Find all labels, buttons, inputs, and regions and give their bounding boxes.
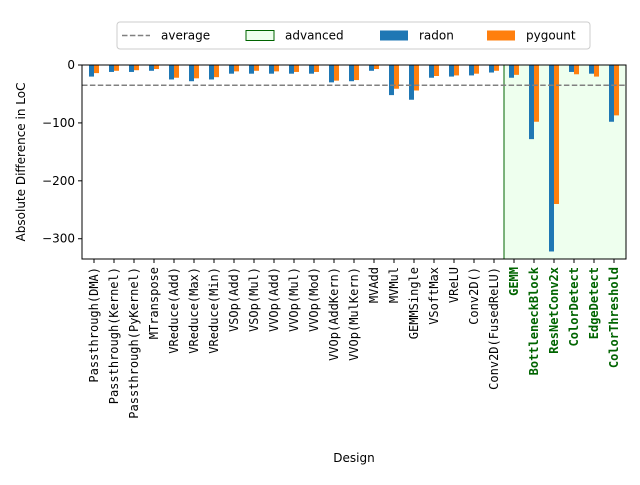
pygount-bar-23 [554, 65, 559, 204]
advanced-region [503, 64, 627, 260]
x-tick-label-24: ColorDetect [567, 267, 581, 346]
pygount-bar-9 [274, 65, 279, 72]
legend-average-label: average [161, 29, 210, 43]
legend-advanced-swatch [245, 30, 275, 41]
radon-bar-10 [289, 65, 294, 74]
x-tick-label-8: VSOp(Mul) [247, 267, 261, 332]
x-tick-label-0: Passthrough(DMA) [87, 267, 101, 383]
y-axis-label: Absolute Difference in LoC [14, 83, 28, 242]
radon-bar-24 [569, 65, 574, 72]
pygount-bar-18 [454, 65, 459, 76]
x-tick-label-6: VReduce(Min) [207, 267, 221, 354]
pygount-bar-2 [134, 65, 139, 71]
y-tick-label-0: 0 [67, 58, 75, 72]
x-tick-label-7: VSOp(Add) [227, 267, 241, 332]
legend-box [116, 21, 591, 50]
x-axis-label: Design [333, 451, 374, 465]
legend-radon-swatch [380, 30, 408, 41]
radon-bar-6 [209, 65, 214, 80]
pygount-bar-0 [94, 65, 99, 74]
legend-advanced-label: advanced [285, 29, 344, 43]
x-tick-label-10: VVOp(Mul) [287, 267, 301, 332]
radon-bar-18 [449, 65, 454, 77]
pygount-bar-20 [494, 65, 499, 71]
x-tick-label-13: VVOp(MulKern) [347, 267, 361, 361]
radon-bar-11 [309, 65, 314, 74]
pygount-bar-10 [294, 65, 299, 72]
x-tick-label-1: Passthrough(Kernel) [107, 267, 121, 404]
pygount-bar-4 [174, 65, 179, 78]
pygount-bar-3 [154, 65, 159, 70]
x-tick-label-12: VVOp(AddKern) [327, 267, 341, 361]
radon-bar-8 [249, 65, 254, 74]
pygount-bar-17 [434, 65, 439, 77]
pygount-bar-26 [614, 65, 619, 116]
pygount-bar-11 [314, 65, 319, 72]
radon-bar-2 [129, 65, 134, 72]
legend-pygount-swatch [487, 30, 515, 41]
radon-bar-23 [549, 65, 554, 252]
y-tick-label-1: −100 [42, 116, 75, 130]
x-tick-label-17: VSoftMax [427, 267, 441, 325]
radon-bar-17 [429, 65, 434, 78]
x-tick-label-23: ResNetConv2x [547, 267, 561, 354]
legend-radon-label: radon [419, 29, 454, 43]
pygount-bar-14 [374, 65, 379, 70]
radon-bar-14 [369, 65, 374, 71]
pygount-bar-7 [234, 65, 239, 72]
radon-bar-26 [609, 65, 614, 122]
radon-bar-13 [349, 65, 354, 82]
x-tick-label-3: MTranspose [147, 267, 161, 339]
x-tick-label-4: VReduce(Add) [167, 267, 181, 354]
legend-pygount-label: pygount [526, 29, 576, 43]
radon-bar-4 [169, 65, 174, 80]
pygount-bar-19 [474, 65, 479, 74]
pygount-bar-21 [514, 65, 519, 75]
pygount-bar-1 [114, 65, 119, 71]
pygount-bar-16 [414, 65, 419, 91]
pygount-bar-22 [534, 65, 539, 122]
radon-bar-21 [509, 65, 514, 78]
y-tick-label-2: −200 [42, 174, 75, 188]
radon-bar-16 [409, 65, 414, 100]
x-tick-label-21: GEMM [507, 267, 521, 296]
radon-bar-3 [149, 65, 154, 71]
radon-bar-1 [109, 65, 114, 72]
pygount-bar-25 [594, 65, 599, 77]
radon-bar-9 [269, 65, 274, 74]
x-tick-label-19: Conv2D() [467, 267, 481, 325]
x-tick-label-14: MVAdd [367, 267, 381, 303]
x-tick-label-26: ColorThreshold [607, 267, 621, 368]
x-tick-label-9: VVOp(Add) [267, 267, 281, 332]
pygount-bar-6 [214, 65, 219, 78]
x-tick-label-16: GEMMSingle [407, 267, 421, 339]
y-tick-label-3: −300 [42, 232, 75, 246]
x-tick-label-18: VReLU [447, 267, 461, 303]
radon-bar-19 [469, 65, 474, 76]
pygount-bar-12 [334, 65, 339, 81]
radon-bar-12 [329, 65, 334, 83]
pygount-bar-15 [394, 65, 399, 89]
pygount-bar-8 [254, 65, 259, 71]
radon-bar-15 [389, 65, 394, 96]
x-tick-label-11: VVOp(Mod) [307, 267, 321, 332]
radon-bar-5 [189, 65, 194, 82]
radon-bar-25 [589, 65, 594, 74]
pygount-bar-13 [354, 65, 359, 81]
radon-bar-7 [229, 65, 234, 74]
radon-bar-20 [489, 65, 494, 73]
x-tick-label-15: MVMul [387, 267, 401, 303]
pygount-bar-24 [574, 65, 579, 75]
x-tick-label-20: Conv2D(FusedReLU) [487, 267, 501, 390]
x-tick-label-5: VReduce(Max) [187, 267, 201, 354]
x-tick-label-2: Passthrough(PyKernel) [127, 267, 141, 419]
radon-bar-22 [529, 65, 534, 140]
pygount-bar-5 [194, 65, 199, 79]
x-tick-label-25: EdgeDetect [587, 267, 601, 339]
x-tick-label-22: BottleneckBlock [527, 266, 541, 375]
radon-bar-0 [89, 65, 94, 77]
